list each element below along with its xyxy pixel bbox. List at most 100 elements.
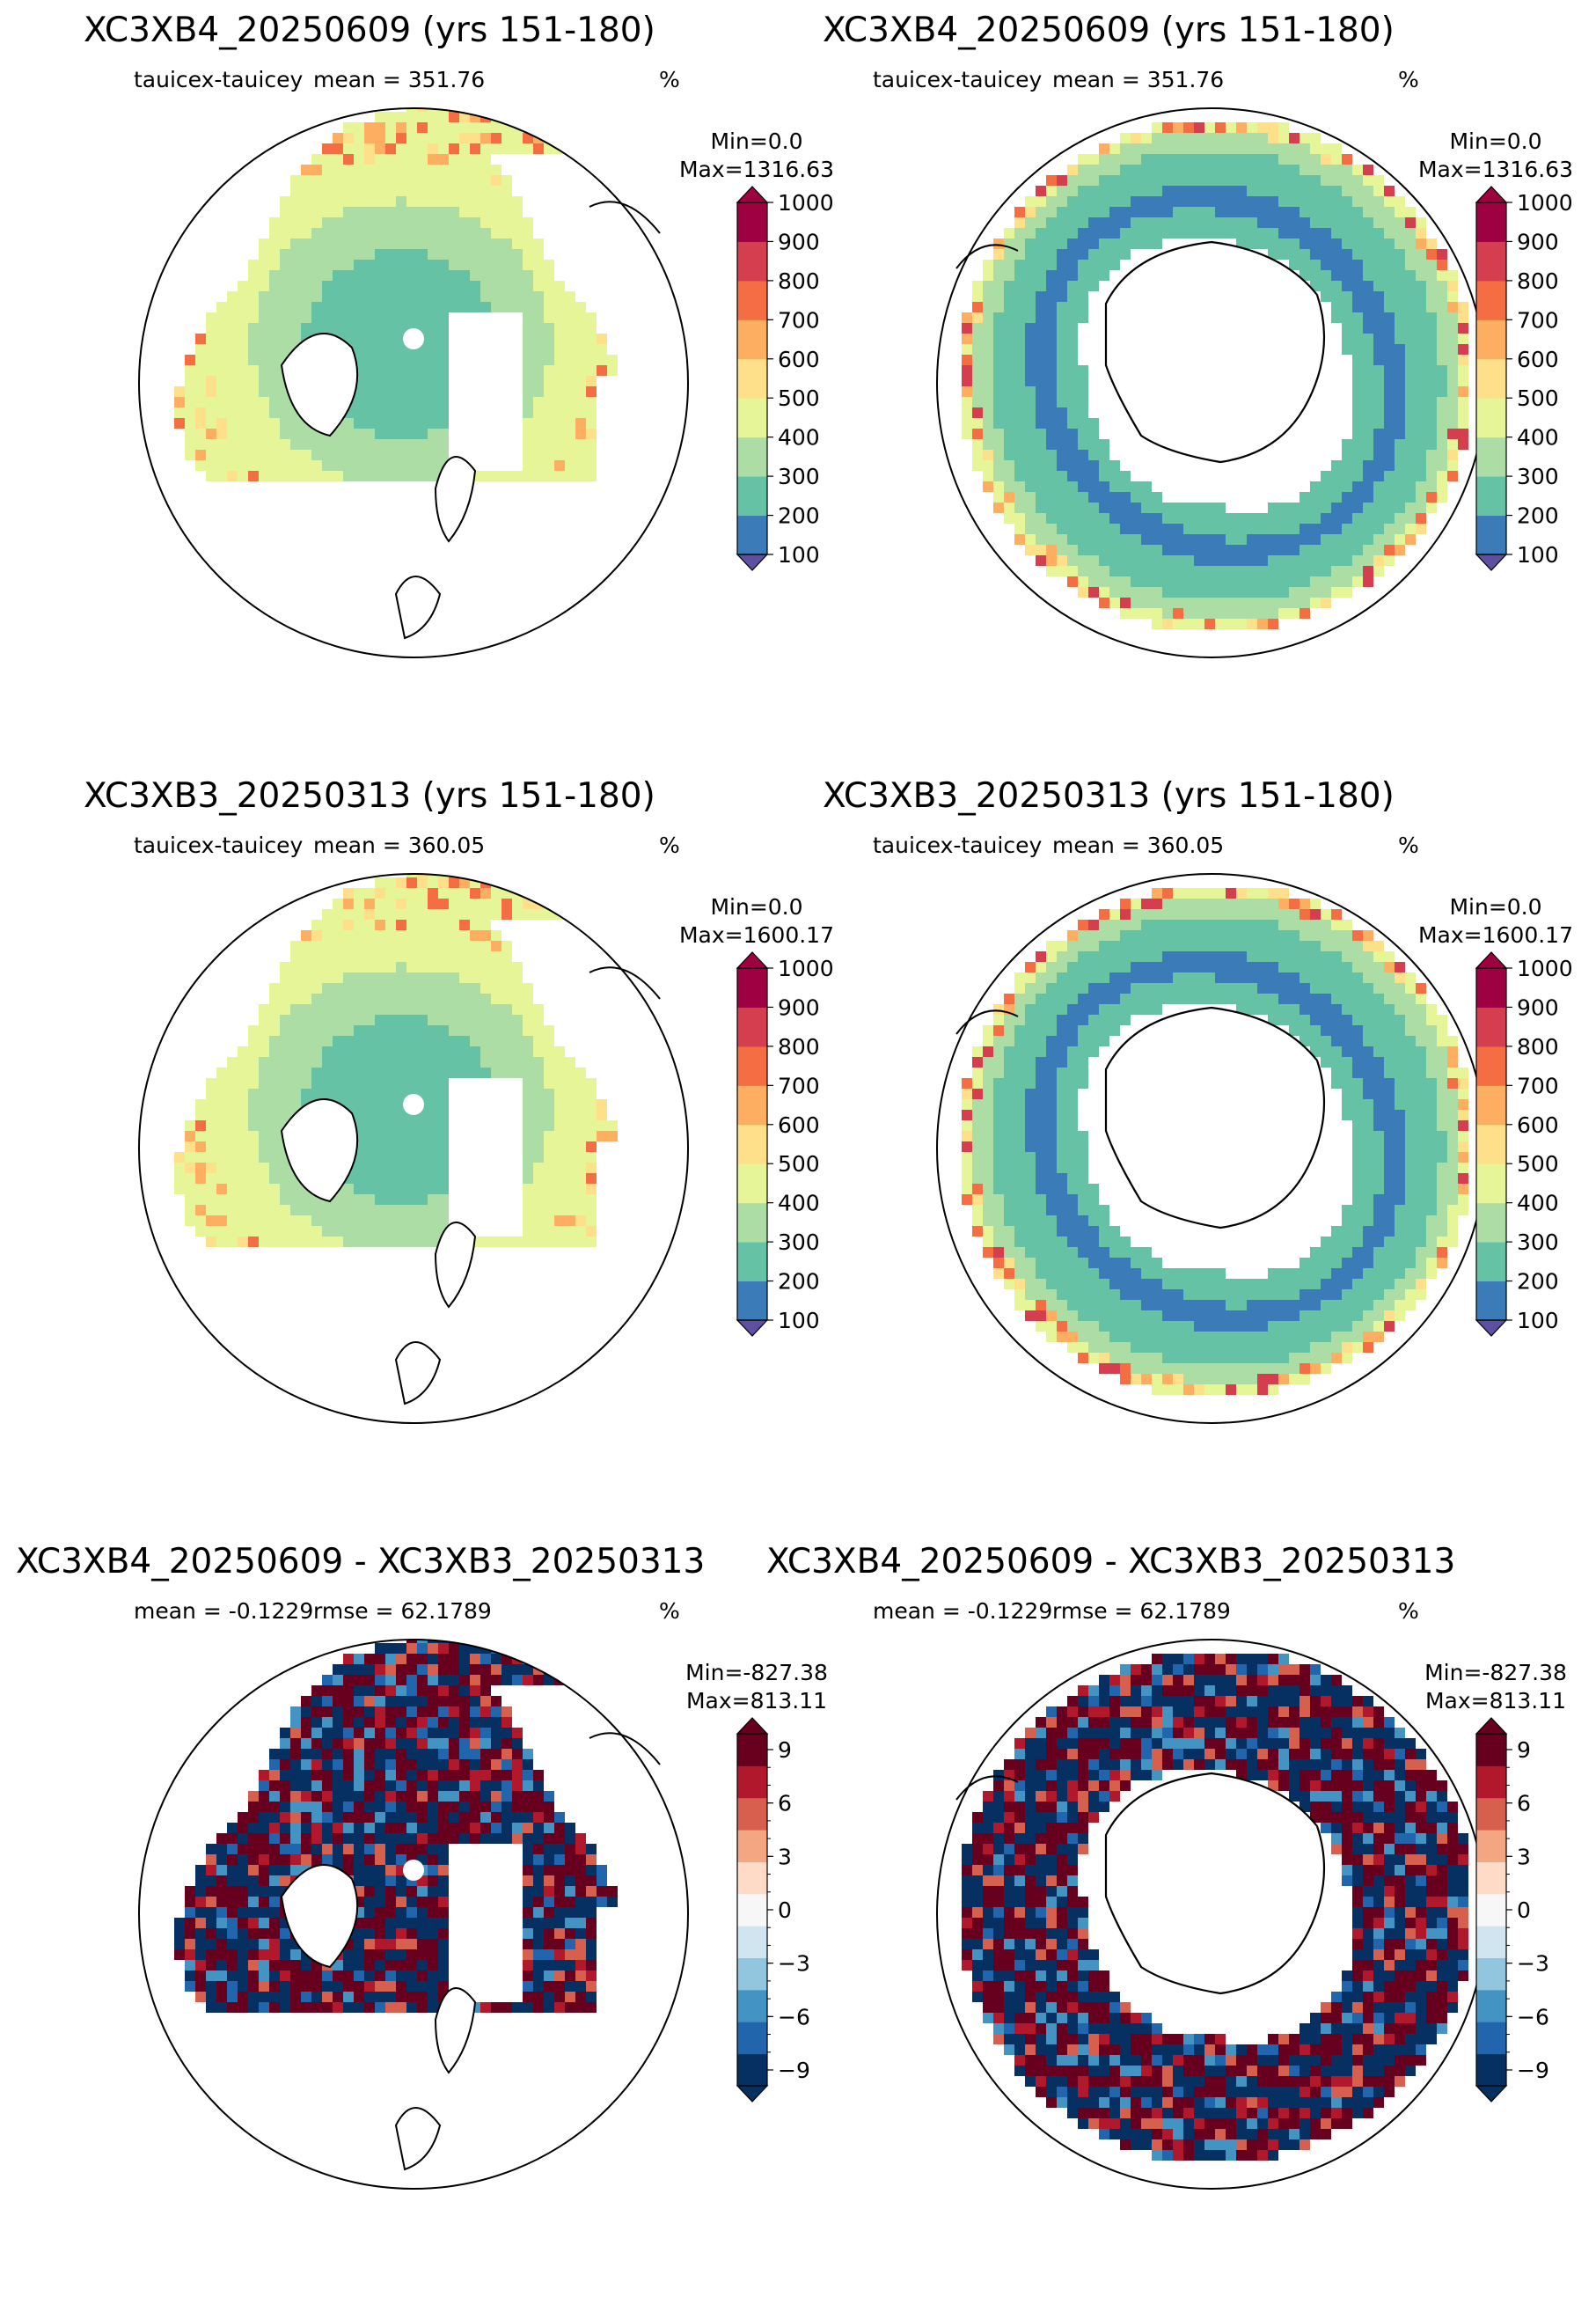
ice-cell bbox=[354, 175, 364, 186]
ice-cell bbox=[1416, 228, 1426, 239]
ice-cell bbox=[1046, 1194, 1057, 1205]
ice-cell bbox=[1405, 312, 1416, 323]
ice-cell bbox=[227, 344, 238, 355]
ice-cell bbox=[301, 1194, 311, 1205]
ice-cell bbox=[364, 281, 375, 291]
ice-cell bbox=[364, 344, 375, 355]
ice-cell bbox=[195, 1141, 206, 1152]
ice-cell bbox=[449, 909, 459, 920]
ice-cell bbox=[385, 260, 396, 270]
ice-cell bbox=[512, 1068, 523, 1078]
ice-cell bbox=[1310, 207, 1321, 217]
ice-cell bbox=[1416, 492, 1426, 503]
ice-cell bbox=[1342, 439, 1352, 450]
ice-cell bbox=[1278, 983, 1289, 994]
ice-cell bbox=[962, 1099, 972, 1110]
colorbar-extend-min bbox=[1476, 554, 1506, 570]
ice-cell bbox=[993, 323, 1004, 334]
ice-cell bbox=[1405, 1057, 1416, 1068]
ice-cell bbox=[1236, 899, 1247, 909]
ice-cell bbox=[1405, 471, 1416, 481]
ice-cell bbox=[480, 1057, 491, 1068]
ice-cell bbox=[406, 260, 417, 270]
ice-cell bbox=[354, 899, 364, 909]
ice-cell bbox=[1373, 249, 1384, 260]
ice-cell bbox=[523, 344, 533, 355]
ice-cell bbox=[1046, 217, 1057, 228]
ice-cell bbox=[385, 334, 396, 344]
ice-cell bbox=[565, 1089, 575, 1099]
ice-cell bbox=[354, 270, 364, 281]
ice-cell bbox=[459, 930, 470, 941]
ice-cell bbox=[1004, 397, 1014, 407]
ice-cell bbox=[1373, 1289, 1384, 1300]
ice-cell bbox=[1278, 513, 1289, 524]
ice-cell bbox=[993, 302, 1004, 312]
ice-cell bbox=[385, 877, 396, 888]
ice-cell bbox=[1447, 1099, 1458, 1110]
ice-cell bbox=[1405, 334, 1416, 344]
ice-cell bbox=[575, 1633, 586, 1643]
ice-cell bbox=[1268, 1279, 1278, 1289]
ice-cell bbox=[565, 1675, 575, 1685]
ice-cell bbox=[438, 323, 449, 334]
ice-cell bbox=[1036, 376, 1046, 386]
ice-cell bbox=[269, 471, 280, 481]
ice-cell bbox=[491, 1057, 501, 1068]
ice-cell bbox=[480, 899, 491, 909]
ice-cell bbox=[962, 1078, 972, 1089]
ice-cell bbox=[1036, 196, 1046, 207]
ice-cell bbox=[1416, 1258, 1426, 1268]
ice-cell bbox=[1036, 994, 1046, 1004]
south-polar-map bbox=[930, 867, 1493, 1439]
ice-cell bbox=[417, 239, 428, 249]
ice-cell bbox=[396, 133, 406, 143]
ice-cell bbox=[396, 972, 406, 983]
ice-cell bbox=[1331, 1226, 1342, 1237]
ice-cell bbox=[1152, 972, 1162, 983]
ice-cell bbox=[962, 386, 972, 397]
ice-cell bbox=[1331, 492, 1342, 503]
ice-cell bbox=[280, 460, 290, 471]
ice-cell bbox=[1437, 1163, 1447, 1173]
ice-cell bbox=[1057, 1089, 1067, 1099]
ice-cell bbox=[301, 1226, 311, 1237]
ice-cell bbox=[1036, 1036, 1046, 1046]
ice-cell bbox=[1120, 994, 1131, 1004]
ice-cell bbox=[322, 972, 333, 983]
ice-cell bbox=[311, 1057, 322, 1068]
ice-cell bbox=[428, 1131, 438, 1141]
ice-cell bbox=[375, 1675, 385, 1685]
ice-cell bbox=[1078, 1163, 1088, 1173]
ice-cell bbox=[993, 1184, 1004, 1194]
ice-cell bbox=[1109, 545, 1120, 555]
ice-cell bbox=[1384, 1215, 1395, 1226]
ice-cell bbox=[1004, 291, 1014, 302]
ice-cell bbox=[1226, 899, 1236, 909]
ice-cell bbox=[1162, 1384, 1173, 1395]
ice-cell bbox=[1078, 439, 1088, 450]
colorbar-band bbox=[737, 398, 767, 437]
ice-cell bbox=[459, 249, 470, 260]
ice-cell bbox=[438, 1046, 449, 1057]
ice-cell bbox=[1395, 1015, 1405, 1025]
ice-cell bbox=[1363, 376, 1373, 386]
ice-cell bbox=[1183, 962, 1194, 972]
ice-cell bbox=[396, 112, 406, 122]
ice-cell bbox=[1352, 1194, 1363, 1205]
mean-label: mean = 351.76 bbox=[313, 67, 485, 92]
ice-cell bbox=[1321, 909, 1331, 920]
ice-cell bbox=[1331, 1342, 1342, 1353]
colorbar-band bbox=[737, 1163, 767, 1203]
ice-cell bbox=[1120, 555, 1131, 566]
ice-cell bbox=[1226, 524, 1236, 534]
ice-cell bbox=[428, 101, 438, 112]
ice-cell bbox=[375, 323, 385, 334]
ice-cell bbox=[1352, 972, 1363, 983]
ice-cell bbox=[554, 1237, 565, 1247]
ice-cell bbox=[1416, 439, 1426, 450]
ice-cell bbox=[385, 386, 396, 397]
ice-cell bbox=[1331, 302, 1342, 312]
ice-cell bbox=[1278, 962, 1289, 972]
ice-cell bbox=[1078, 1342, 1088, 1353]
